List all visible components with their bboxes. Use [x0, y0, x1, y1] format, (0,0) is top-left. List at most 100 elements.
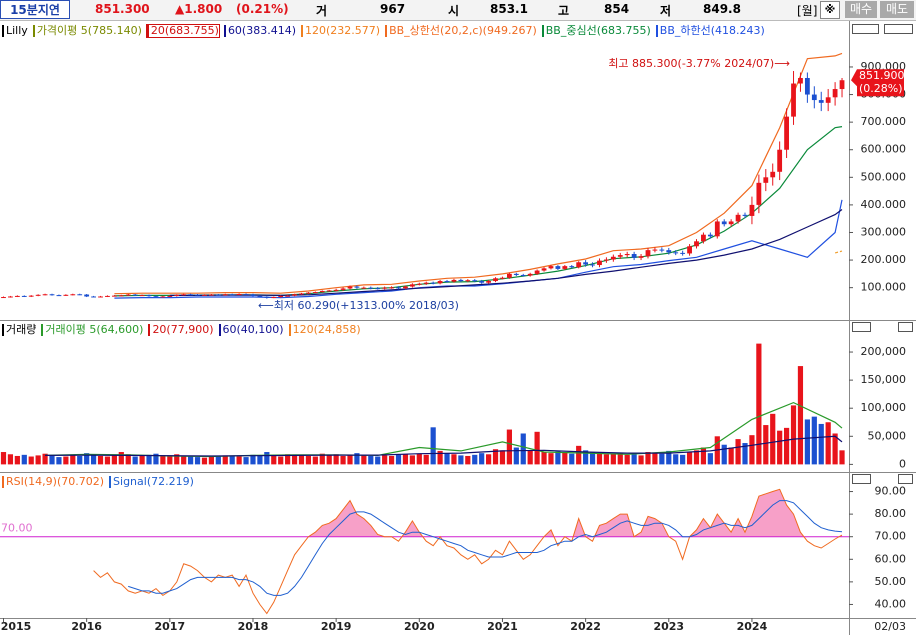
candle-body — [749, 204, 755, 216]
candle-body — [500, 277, 505, 279]
x-tick-label: 2019 — [321, 620, 352, 633]
field-value: 853.1 — [490, 2, 528, 16]
candle-body — [250, 294, 256, 296]
volume-bar — [437, 450, 443, 465]
candle-body — [659, 249, 665, 251]
candle-body — [458, 279, 464, 282]
volume-bar — [388, 455, 395, 465]
settings-button[interactable]: ※ — [820, 1, 840, 19]
volume-bar — [513, 447, 519, 465]
candle-body — [818, 100, 824, 103]
volume-bar — [423, 454, 429, 465]
candle-body — [638, 256, 644, 258]
candle-body — [8, 296, 13, 298]
legend-entry: BB_하한선(418.243) — [655, 24, 765, 37]
volume-bar — [479, 453, 485, 465]
x-tick-label: 2024 — [737, 620, 768, 633]
volume-bar — [395, 454, 402, 465]
legend-entry: RSI(14,9)(70.702) — [2, 475, 104, 488]
legend-entry: 가격이평 5(785.140) — [32, 24, 142, 37]
candle-body — [513, 273, 519, 275]
volume-bar — [811, 416, 817, 465]
candle-body — [437, 281, 443, 284]
volume-bar — [361, 454, 367, 465]
candle-body — [312, 292, 318, 294]
volume-bar — [610, 453, 616, 465]
candle-body — [707, 234, 713, 237]
volume-bar — [430, 427, 436, 465]
sell-button[interactable]: 매도 — [880, 1, 914, 18]
candle-body — [527, 273, 533, 276]
y-tick-label: 100,000 — [861, 401, 907, 414]
volume-bar — [499, 450, 506, 465]
volume-bar — [583, 450, 589, 465]
candle-body — [798, 78, 803, 84]
field-label: 저 — [660, 4, 672, 18]
volume-bar — [700, 447, 707, 465]
series-line — [128, 500, 843, 596]
volume-bar — [458, 455, 464, 465]
field-value: 849.8 — [703, 2, 741, 16]
candle-body — [451, 279, 457, 282]
volume-bar — [770, 413, 776, 465]
candle-body — [319, 290, 325, 293]
x-end-label: 02/03 — [874, 620, 906, 633]
volume-bar — [804, 419, 810, 465]
candle-body — [486, 281, 491, 283]
last-price-change: (0.28%) — [859, 82, 903, 95]
y-tick-label: 400.000 — [861, 198, 907, 211]
field-value: 854 — [604, 2, 630, 16]
candle-body — [77, 294, 83, 296]
candle-body — [354, 286, 360, 288]
volume-bar — [264, 452, 270, 465]
period[interactable]: [월] — [797, 4, 818, 18]
volume-bar — [624, 454, 630, 465]
candle-body — [416, 283, 422, 285]
candle-body — [569, 266, 575, 268]
indicator-line — [114, 52, 843, 295]
candle-body — [784, 116, 789, 150]
volume-bar — [749, 435, 755, 465]
indicator-line — [114, 199, 843, 299]
y-tick-label: 60.00 — [875, 552, 907, 565]
candle-body — [652, 249, 658, 251]
buy-button[interactable]: 매수 — [845, 1, 877, 18]
candle-body — [14, 295, 20, 297]
volume-bar — [222, 455, 228, 465]
x-tick-label: 2017 — [155, 620, 186, 633]
volume-bar — [340, 455, 346, 465]
candle-body — [91, 296, 96, 298]
candle-body — [21, 295, 27, 297]
x-tick-label: 2015 — [1, 620, 32, 633]
volume-bar — [90, 454, 97, 465]
volume-bar — [763, 425, 769, 465]
candle-body — [28, 295, 34, 297]
volume-bar — [63, 456, 69, 465]
header: 15분지연 851.300 ▲1.800 (0.21%) 거 967 시 853… — [0, 0, 916, 21]
candle-body — [791, 83, 796, 117]
volume-bar — [534, 431, 540, 465]
volume-bar — [756, 343, 762, 465]
candle-body — [118, 295, 124, 297]
volume-bar — [236, 456, 242, 465]
volume-bar — [680, 454, 686, 465]
candle-body — [1, 297, 6, 299]
series-line — [93, 488, 843, 615]
volume-bar — [77, 455, 83, 465]
x-tick-label: 2018 — [238, 620, 269, 633]
volume-bar — [326, 454, 332, 465]
candle-body — [604, 259, 609, 261]
candle-body — [541, 268, 547, 271]
volume-bar — [825, 422, 831, 465]
rsi-fill — [308, 489, 842, 537]
candle-body — [56, 295, 62, 297]
volume-bar — [652, 453, 658, 465]
volume-bar — [416, 453, 422, 465]
candle-body — [98, 296, 103, 298]
candle-body — [728, 221, 734, 225]
volume-bar — [201, 457, 208, 465]
candle-body — [132, 294, 138, 296]
y-tick-label: 80.00 — [875, 507, 907, 520]
candle-body — [63, 294, 69, 296]
